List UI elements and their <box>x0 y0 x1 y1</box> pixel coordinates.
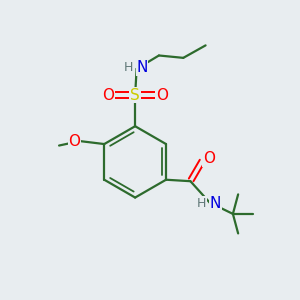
Text: O: O <box>68 134 80 148</box>
Text: N: N <box>136 60 148 75</box>
Text: O: O <box>102 88 114 103</box>
Text: S: S <box>130 88 140 103</box>
Text: H: H <box>124 61 133 74</box>
Text: N: N <box>209 196 221 211</box>
Text: O: O <box>203 151 215 166</box>
Text: H: H <box>197 197 206 210</box>
Text: O: O <box>156 88 168 103</box>
